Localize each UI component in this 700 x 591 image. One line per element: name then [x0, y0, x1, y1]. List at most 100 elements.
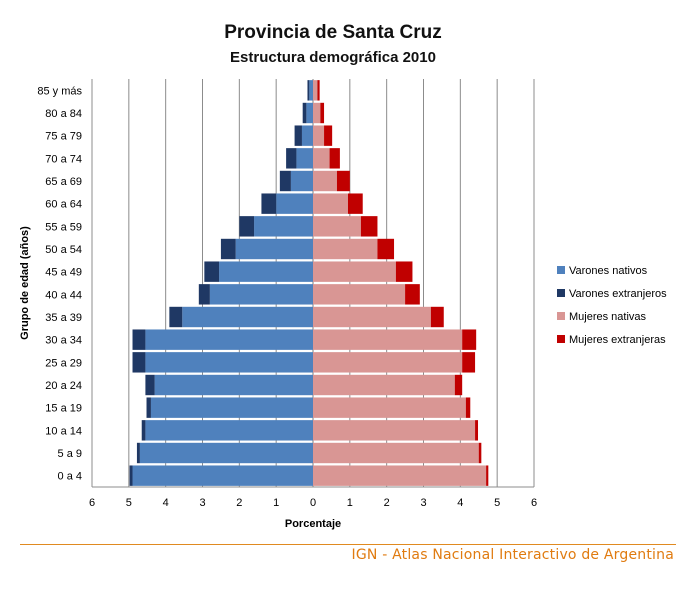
x-tick-label: 2	[384, 497, 390, 509]
bar-mujeres-extranjeras	[454, 374, 463, 396]
bar-varones-nativos	[254, 216, 313, 237]
bar-varones-extranjeros	[239, 216, 255, 237]
y-tick-label: 0 a 4	[58, 471, 82, 483]
bar-mujeres-nativas	[313, 284, 406, 305]
bar-mujeres-extranjeras	[324, 125, 333, 146]
bar-varones-extranjeros	[141, 420, 146, 441]
bar-mujeres-nativas	[313, 148, 330, 169]
bar-varones-nativos	[150, 397, 313, 418]
bar-varones-nativos	[139, 442, 313, 464]
x-tick-label: 2	[236, 497, 242, 509]
y-tick-label: 15 a 19	[45, 403, 82, 415]
bar-mujeres-nativas	[313, 420, 476, 441]
y-tick-label: 85 y más	[37, 85, 82, 97]
y-axis-title: Grupo de edad (años)	[19, 226, 31, 340]
x-tick-label: 6	[89, 497, 95, 509]
y-tick-label: 25 a 29	[45, 357, 82, 369]
bar-mujeres-nativas	[313, 465, 487, 486]
bar-varones-nativos	[309, 80, 313, 101]
bar-mujeres-extranjeras	[465, 397, 471, 418]
legend-label: Varones nativos	[569, 265, 648, 277]
legend-label: Mujeres extranjeras	[569, 334, 666, 346]
gridlines	[91, 79, 535, 488]
bar-mujeres-nativas	[313, 125, 325, 146]
bar-varones-extranjeros	[146, 397, 151, 418]
legend-swatch	[557, 312, 565, 320]
x-tick-label: 4	[163, 497, 169, 509]
bar-varones-nativos	[301, 125, 313, 146]
y-tick-label: 50 a 54	[45, 244, 82, 256]
bar-mujeres-extranjeras	[336, 170, 350, 192]
bar-varones-nativos	[296, 148, 313, 169]
bar-varones-nativos	[306, 102, 313, 124]
bar-mujeres-nativas	[313, 170, 337, 192]
chart-title: Provincia de Santa Cruz	[224, 22, 442, 43]
bar-varones-nativos	[145, 420, 313, 441]
bar-mujeres-nativas	[313, 397, 466, 418]
bar-varones-extranjeros	[132, 352, 146, 373]
bar-varones-extranjeros	[129, 465, 133, 486]
bar-varones-extranjeros	[132, 329, 146, 350]
bar-mujeres-extranjeras	[430, 306, 444, 328]
chart-subtitle: Estructura demográfica 2010	[230, 49, 436, 66]
bar-varones-nativos	[182, 306, 313, 328]
y-tick-label: 70 a 74	[45, 153, 82, 165]
bar-varones-nativos	[276, 193, 313, 214]
bar-varones-extranjeros	[294, 125, 302, 146]
bar-mujeres-extranjeras	[377, 238, 395, 260]
footer-credit: IGN - Atlas Nacional Interactivo de Arge…	[351, 547, 674, 563]
bar-varones-nativos	[145, 329, 313, 350]
x-tick-labels: 6 5 4 3 2 1 0 1 2 3 4 5 6	[89, 497, 537, 509]
bar-varones-extranjeros	[286, 148, 297, 169]
x-tick-label: 1	[273, 497, 279, 509]
bar-mujeres-extranjeras	[320, 102, 325, 124]
bar-varones-extranjeros	[198, 284, 210, 305]
bar-varones-extranjeros	[145, 374, 155, 396]
legend: Varones nativos Varones extranjeros Mujere…	[557, 265, 667, 346]
bar-mujeres-extranjeras	[405, 284, 420, 305]
y-tick-label: 30 a 34	[45, 335, 82, 347]
bar-mujeres-nativas	[313, 374, 455, 396]
bar-varones-extranjeros	[204, 261, 220, 282]
bar-mujeres-extranjeras	[462, 352, 476, 373]
bar-varones-nativos	[290, 170, 313, 192]
bar-varones-nativos	[145, 352, 313, 373]
x-tick-label: 1	[347, 497, 353, 509]
y-tick-label: 20 a 24	[45, 380, 82, 392]
x-tick-label: 0	[310, 497, 316, 509]
bar-mujeres-extranjeras	[360, 216, 378, 237]
bar-mujeres-nativas	[313, 238, 378, 260]
y-tick-label: 65 a 69	[45, 176, 82, 188]
bar-mujeres-extranjeras	[329, 148, 340, 169]
bar-varones-nativos	[235, 238, 313, 260]
bar-varones-nativos	[132, 465, 313, 486]
bar-varones-extranjeros	[261, 193, 277, 214]
bar-mujeres-nativas	[313, 80, 318, 101]
y-tick-label: 55 a 59	[45, 221, 82, 233]
y-tick-label: 75 a 79	[45, 131, 82, 143]
y-tick-label: 35 a 39	[45, 312, 82, 324]
x-tick-label: 6	[531, 497, 537, 509]
bar-mujeres-extranjeras	[462, 329, 477, 350]
bar-varones-extranjeros	[169, 306, 183, 328]
y-tick-label: 5 a 9	[58, 448, 82, 460]
x-tick-label: 5	[494, 497, 500, 509]
bar-mujeres-nativas	[313, 261, 396, 282]
legend-swatch	[557, 289, 565, 297]
bar-mujeres-nativas	[313, 102, 321, 124]
bar-mujeres-extranjeras	[317, 80, 320, 101]
x-tick-label: 5	[126, 497, 132, 509]
x-axis-title: Porcentaje	[285, 518, 341, 530]
legend-label: Varones extranjeros	[569, 288, 667, 300]
bars	[129, 80, 489, 486]
y-tick-label: 40 a 44	[45, 289, 82, 301]
y-tick-label: 80 a 84	[45, 108, 82, 120]
bar-varones-extranjeros	[279, 170, 291, 192]
bar-mujeres-extranjeras	[478, 442, 482, 464]
bar-varones-nativos	[209, 284, 313, 305]
bar-mujeres-nativas	[313, 306, 431, 328]
legend-label: Mujeres nativas	[569, 311, 647, 323]
bar-varones-extranjeros	[220, 238, 236, 260]
footer-divider	[20, 544, 676, 545]
bar-mujeres-nativas	[313, 442, 479, 464]
